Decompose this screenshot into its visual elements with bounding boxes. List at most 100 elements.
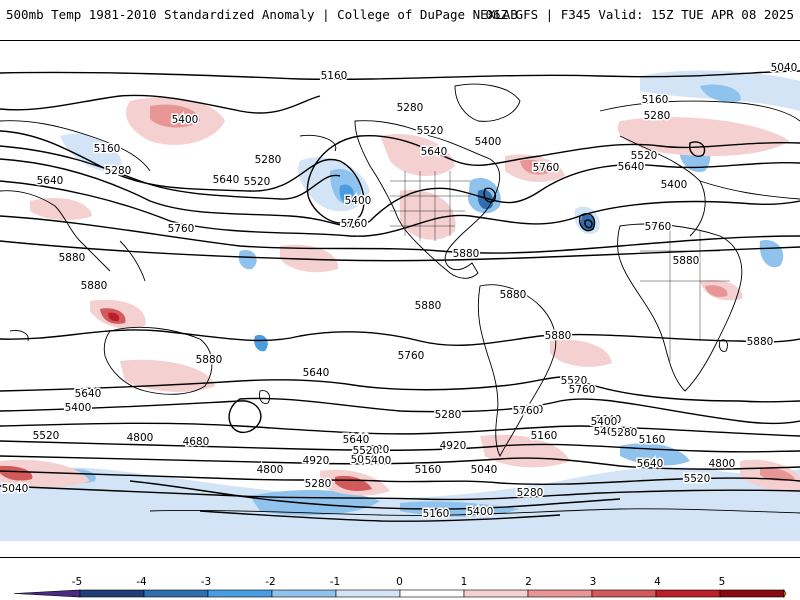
contour-label: 5280: [397, 102, 424, 114]
contour-label: 5640: [637, 458, 664, 470]
colorbar: -5 -4 -3 -2 -1 0 1 2 3 4 5: [0, 560, 800, 600]
colorbar-swatch: [527, 589, 593, 598]
contour-label: 5520: [631, 150, 658, 162]
contour-label: 4920: [440, 440, 467, 452]
contour-label: 5760: [533, 162, 560, 174]
contour-label: 5040: [471, 464, 498, 476]
contour-label: 5640: [213, 174, 240, 186]
contour-label: 5160: [415, 464, 442, 476]
contour-label: 5880: [415, 300, 442, 312]
political-borders: [390, 171, 730, 361]
colorbar-swatch: [271, 589, 337, 598]
contour-label: 5520: [244, 176, 271, 188]
contour-label: 5400: [365, 455, 392, 467]
colorbar-max-extension: [783, 588, 787, 599]
contour-label: 5640: [595, 414, 622, 426]
contour-label: 5400: [591, 416, 618, 428]
contour-label: 5880: [453, 248, 480, 260]
contour-label: 4920: [363, 444, 390, 456]
contour-label: 5400: [661, 179, 688, 191]
contour-label: 5160: [639, 434, 666, 446]
colorbar-tick-label: -4: [136, 576, 147, 588]
coastlines: [0, 83, 800, 516]
contour-label: 5400: [475, 136, 502, 148]
colorbar-tick-label: 3: [590, 576, 597, 588]
contour-label: 4800: [709, 458, 736, 470]
contour-label: 5880: [673, 255, 700, 267]
colorbar-tick-label: 0: [396, 576, 403, 588]
colorbar-swatch: [463, 589, 529, 598]
colorbar-tick-label: -1: [330, 576, 340, 588]
colorbar-tick-label: -5: [72, 576, 82, 588]
contour-label: 5880: [59, 252, 86, 264]
colorbar-tick-label: 5: [719, 576, 726, 588]
contour-label: 5280: [255, 154, 282, 166]
contour-label: 4920: [303, 455, 330, 467]
contour-label: 5280: [435, 409, 462, 421]
colorbar-swatch: [335, 589, 401, 598]
height-contours: [0, 70, 800, 522]
contour-label: 5400: [467, 506, 494, 518]
colorbar-swatch: [207, 589, 273, 598]
contour-label: 5640: [37, 175, 64, 187]
colorbar-tick-label: 2: [525, 576, 532, 588]
colorbar-tick-label: -2: [265, 576, 275, 588]
contour-label: 5160: [321, 70, 348, 82]
contour-label: 5160: [531, 430, 558, 442]
contour-label: 5400: [65, 402, 92, 414]
contour-label: 5400: [345, 195, 372, 207]
contour-label: 5520: [353, 445, 380, 457]
contour-label: 4800: [127, 432, 154, 444]
contour-label: 5640: [618, 161, 645, 173]
colorbar-tick-label: 4: [654, 576, 661, 588]
contour-label: 5880: [545, 330, 572, 342]
contour-label: 5280: [305, 478, 332, 490]
contour-label: 5520: [517, 404, 544, 416]
contour-label: 5760: [569, 384, 596, 396]
contour-label: 5160: [94, 143, 121, 155]
contour-label: 5040: [771, 62, 798, 74]
colorbar-tick-label: -3: [201, 576, 211, 588]
contour-label: 5880: [500, 289, 527, 301]
colorbar-swatch: [719, 589, 785, 598]
contour-label: 5640: [421, 146, 448, 158]
model-run-info: 06Z GFS | F345 Valid: 15Z TUE APR 08 202…: [485, 7, 794, 22]
contour-label: 4800: [257, 464, 284, 476]
contour-label: 5760: [341, 218, 368, 230]
contour-label: 5280: [517, 487, 544, 499]
contour-label: 5760: [513, 405, 540, 417]
contour-label: 5760: [645, 221, 672, 233]
colorbar-tick-label: 1: [461, 576, 468, 588]
contour-label: 5040: [2, 483, 29, 495]
colorbar-swatch: [655, 589, 721, 598]
contour-label: 5040: [351, 454, 378, 466]
contour-label: 5520: [684, 473, 711, 485]
map-title: 500mb Temp 1981-2010 Standardized Anomal…: [6, 7, 518, 22]
contour-label: 5400: [172, 114, 199, 126]
contour-label: 5280: [105, 165, 132, 177]
contour-label: 5760: [168, 223, 195, 235]
contour-label: 5160: [423, 508, 450, 520]
contour-label: 5880: [196, 354, 223, 366]
contour-label: 5160: [642, 94, 669, 106]
colorbar-swatch: [143, 589, 209, 598]
contour-label: 5040: [343, 433, 370, 445]
colorbar-min-extension: [13, 589, 81, 598]
contour-label: 5880: [747, 336, 774, 348]
contour-label: 5640: [303, 367, 330, 379]
colorbar-swatch: [79, 589, 145, 598]
header-bar: 500mb Temp 1981-2010 Standardized Anomal…: [0, 0, 800, 32]
contour-label: 5400: [594, 426, 621, 438]
contour-label: 5280: [611, 427, 638, 439]
contour-label: 5280: [644, 110, 671, 122]
contour-label: 5640: [343, 434, 370, 446]
colorbar-swatch: [591, 589, 657, 598]
contour-label: 5520: [417, 125, 444, 137]
anomaly-map[interactable]: 5160 5040 5160 5280 5400 5280 5520 5400 5160 5280…: [0, 40, 800, 558]
colorbar-swatch: [399, 589, 465, 598]
contour-label: 5760: [398, 350, 425, 362]
contour-label: 4680: [183, 436, 210, 448]
contour-label: 5520: [33, 430, 60, 442]
contour-label: 5880: [81, 280, 108, 292]
contour-label: 5520: [561, 375, 588, 387]
